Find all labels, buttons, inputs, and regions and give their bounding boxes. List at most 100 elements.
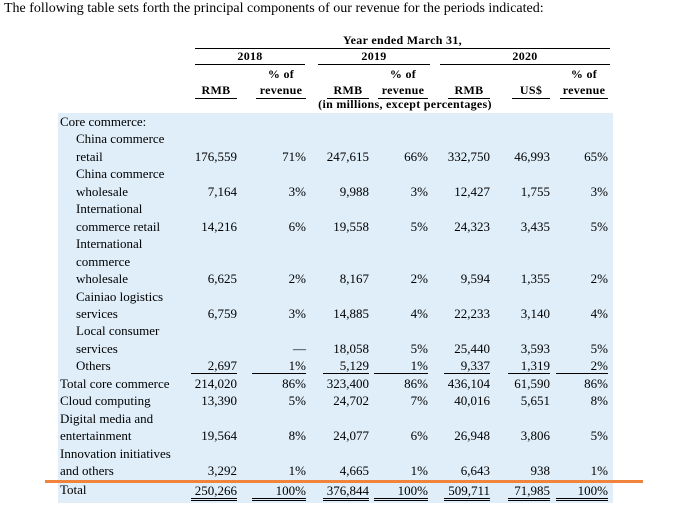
cell-value: 24,077 (333, 428, 369, 444)
cell-value: 19,558 (333, 218, 369, 234)
row-label: Total (60, 482, 87, 498)
cell-value: 5,651 (520, 393, 550, 409)
column-header: % of (389, 67, 417, 81)
row-label: Cloud computing (60, 393, 151, 409)
cell-value: 86% (404, 375, 428, 391)
row-label: China commerce (76, 131, 165, 147)
cell-value: 24,323 (454, 218, 490, 234)
cell-value: 71% (282, 148, 306, 164)
cell-value: 5,129 (323, 358, 369, 375)
row-label: retail (76, 148, 103, 164)
cell-value: 6,625 (207, 271, 237, 287)
cell-value: 71,985 (508, 482, 550, 502)
cell-value: 436,104 (447, 375, 490, 391)
cell-value: 938 (530, 463, 551, 478)
row-label: wholesale (76, 183, 128, 199)
row-label: Others (76, 358, 111, 374)
row-label: Total core commerce (60, 375, 170, 391)
cell-value: 26,948 (454, 428, 490, 444)
cell-value: 6,643 (460, 463, 490, 478)
year-header: 2020 (440, 49, 610, 65)
cell-value: 247,615 (326, 148, 369, 164)
cell-value: 1% (590, 463, 608, 478)
cell-value: 12,427 (454, 183, 490, 199)
column-header: revenue (378, 83, 428, 99)
orange-line (45, 480, 643, 483)
row-label: Core commerce: (60, 114, 147, 129)
row-label: commerce (76, 253, 131, 269)
cell-value: 5% (410, 340, 428, 356)
cell-value: 3% (410, 183, 428, 199)
table-bg (58, 113, 613, 503)
column-header: RMB (327, 83, 369, 99)
column-header: RMB (195, 83, 237, 99)
cell-value: 3,140 (520, 305, 550, 321)
cell-value: 3,435 (520, 218, 550, 234)
cell-value: 2,697 (191, 358, 237, 375)
cell-value: 4% (410, 305, 428, 321)
cell-value: 176,559 (194, 148, 237, 164)
row-label: and others (60, 463, 114, 478)
cell-value: 9,337 (444, 358, 490, 375)
cell-value: 1% (288, 463, 306, 478)
cell-value: 4,665 (339, 463, 369, 478)
row-label: International (76, 201, 143, 217)
cell-value: 14,216 (201, 218, 237, 234)
cell-value: 9,594 (460, 271, 490, 287)
cell-value: 100% (556, 482, 608, 502)
cell-value: 1,355 (520, 271, 550, 287)
row-label: China commerce (76, 166, 165, 182)
row-label: entertainment (60, 428, 132, 444)
cell-value: 3,806 (520, 428, 550, 444)
cell-value: — (293, 340, 306, 356)
cell-value: 1% (374, 358, 428, 375)
cell-value: 9,988 (339, 183, 369, 199)
cell-value: 2% (556, 358, 608, 375)
units-note: (in millions, except percentages) (318, 97, 492, 111)
cell-value: 8% (288, 428, 306, 444)
cell-value: 8,167 (339, 271, 369, 287)
cell-value: 5% (410, 218, 428, 234)
cell-value: 14,885 (333, 305, 369, 321)
row-label: services (76, 305, 118, 321)
column-header: revenue (256, 83, 306, 99)
cell-value: 6% (288, 218, 306, 234)
row-label: commerce retail (76, 218, 161, 234)
cell-value: 250,266 (191, 482, 237, 502)
row-label: Cainiao logistics (76, 288, 164, 304)
cell-value: 4% (590, 305, 608, 321)
cell-value: 1,319 (508, 358, 550, 375)
cell-value: 18,058 (333, 340, 369, 356)
cell-value: 3% (590, 183, 608, 199)
row-label: wholesale (76, 271, 128, 287)
year-header: 2019 (318, 49, 430, 65)
intro: The following table sets forth the princ… (4, 1, 544, 16)
cell-value: 214,020 (194, 375, 237, 391)
cell-value: 2% (590, 271, 608, 287)
cell-value: 509,711 (444, 482, 490, 502)
cell-value: 1,755 (520, 183, 550, 199)
cell-value: 1% (252, 358, 306, 375)
cell-value: 323,400 (326, 375, 369, 391)
cell-value: 61,590 (514, 375, 550, 391)
row-label: Innovation initiatives (60, 445, 171, 461)
row-label: services (76, 340, 118, 356)
cell-value: 5% (288, 393, 306, 409)
cell-value: 5% (590, 428, 608, 444)
cell-value: 65% (584, 148, 608, 164)
cell-value: 66% (404, 148, 428, 164)
period-header: Year ended March 31, (195, 33, 610, 49)
column-header: US$ (512, 83, 550, 99)
column-header: revenue (560, 83, 608, 99)
row-label: Local consumer (76, 323, 160, 339)
row-label: Digital media and (60, 410, 154, 426)
cell-value: 5% (590, 340, 608, 356)
column-header: % of (570, 67, 598, 81)
cell-value: 13,390 (201, 393, 237, 409)
column-header: RMB (448, 83, 490, 99)
cell-value: 7,164 (207, 183, 237, 199)
cell-value: 40,016 (454, 393, 490, 409)
cell-value: 3% (288, 305, 306, 321)
cell-value: 332,750 (447, 148, 490, 164)
